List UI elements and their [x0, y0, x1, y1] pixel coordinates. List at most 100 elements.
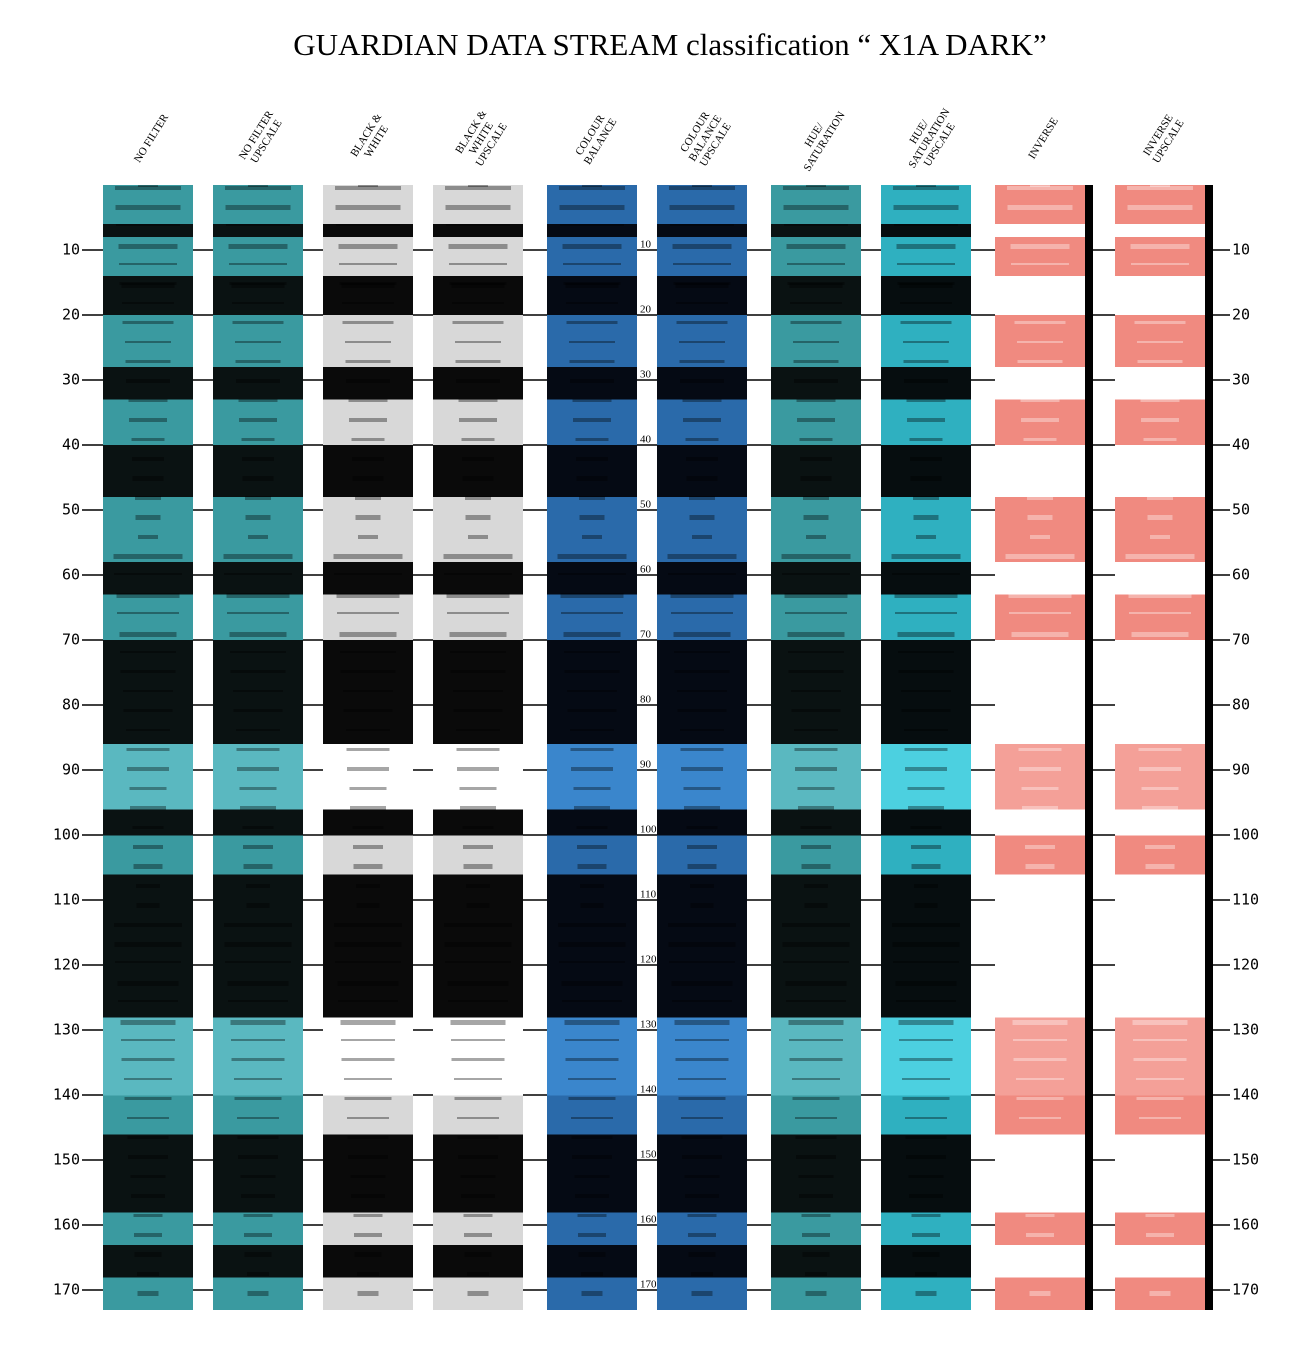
texture: [1010, 1000, 1070, 1002]
texture: [349, 787, 387, 790]
texture: [338, 244, 398, 249]
texture: [1125, 554, 1195, 559]
texture: [582, 535, 602, 539]
texture: [793, 341, 839, 343]
texture: [567, 709, 617, 712]
texture: [795, 1117, 837, 1119]
texture: [1144, 457, 1176, 461]
texture: [671, 981, 733, 986]
texture: [907, 787, 945, 790]
texture: [561, 612, 623, 614]
scale-label-middle: 50: [640, 499, 652, 511]
texture: [1016, 1078, 1064, 1080]
texture: [905, 767, 947, 771]
texture: [678, 1078, 726, 1080]
texture: [231, 1058, 285, 1061]
texture: [566, 321, 618, 324]
texture: [244, 1233, 272, 1237]
texture: [804, 884, 828, 888]
texture: [1014, 321, 1066, 324]
texture: [575, 1194, 609, 1198]
texture: [691, 1291, 713, 1296]
texture: [123, 690, 173, 692]
texture: [687, 845, 717, 849]
texture: [573, 418, 611, 422]
texture: [1142, 806, 1178, 810]
texture: [1017, 360, 1063, 363]
texture: [579, 515, 605, 520]
texture: [349, 418, 387, 422]
texture: [454, 1097, 502, 1100]
texture: [239, 787, 277, 790]
texture: [1132, 670, 1188, 673]
texture: [125, 341, 171, 343]
texture: [453, 690, 503, 692]
texture: [901, 709, 951, 712]
scale-label-middle: 20: [640, 304, 652, 316]
texture: [1007, 205, 1073, 210]
texture: [787, 632, 845, 637]
texture: [224, 573, 292, 575]
texture: [126, 748, 170, 751]
texture: [669, 186, 735, 190]
texture: [450, 651, 506, 653]
texture: [341, 1058, 395, 1061]
texture: [576, 476, 608, 481]
texture: [119, 632, 177, 637]
texture: [800, 457, 832, 461]
scale-label-middle: 80: [640, 694, 652, 706]
texture: [1139, 767, 1181, 771]
texture: [578, 1252, 606, 1257]
texture: [570, 748, 614, 751]
texture: [235, 341, 281, 343]
texture: [894, 224, 958, 226]
texture: [1028, 884, 1052, 888]
texture: [336, 224, 400, 226]
scale-label-right: 20: [1232, 306, 1250, 324]
texture: [1137, 341, 1183, 343]
texture: [343, 709, 393, 712]
texture: [681, 1136, 723, 1139]
texture: [578, 1233, 606, 1237]
texture: [116, 593, 180, 598]
texture: [114, 573, 182, 575]
scale-label-middle: 160: [640, 1214, 657, 1226]
texture: [1012, 1020, 1068, 1025]
texture: [242, 457, 274, 461]
scale-label-left: 130: [53, 1021, 80, 1039]
texture: [126, 379, 170, 383]
texture: [334, 923, 402, 927]
texture: [900, 302, 952, 304]
texture: [570, 379, 614, 383]
texture: [137, 1291, 159, 1296]
texture: [907, 418, 945, 422]
strip: [1115, 185, 1205, 1310]
texture: [1130, 1000, 1190, 1002]
texture: [135, 496, 161, 500]
column-label: INVERSE: [1026, 115, 1061, 161]
texture: [1127, 961, 1193, 963]
scale-label-left: 70: [62, 631, 80, 649]
texture: [688, 1252, 716, 1257]
texture: [1030, 535, 1050, 539]
texture: [1133, 283, 1187, 288]
scale-label-left: 20: [62, 306, 80, 324]
texture: [118, 244, 178, 249]
texture: [915, 1272, 937, 1276]
texture: [1133, 1039, 1187, 1041]
texture: [1010, 244, 1070, 249]
texture: [799, 1194, 833, 1198]
texture: [673, 282, 731, 285]
texture: [121, 283, 175, 288]
texture: [350, 806, 386, 810]
texture: [230, 670, 286, 673]
texture: [903, 341, 949, 343]
texture: [457, 767, 499, 771]
texture: [892, 923, 960, 927]
texture: [1024, 826, 1056, 829]
texture: [898, 1020, 954, 1025]
texture: [130, 1175, 166, 1178]
texture: [916, 185, 936, 187]
texture: [245, 515, 271, 520]
